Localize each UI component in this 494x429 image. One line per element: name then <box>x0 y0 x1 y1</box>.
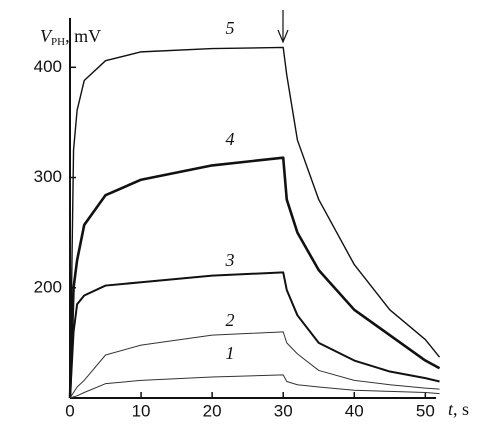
series-label: 5 <box>226 18 235 38</box>
x-axis-label: t, s <box>448 399 469 419</box>
y-label-var: V <box>40 26 53 46</box>
y-tick-label: 300 <box>34 167 62 186</box>
series-label: 2 <box>226 310 235 330</box>
x-tick-label: 30 <box>274 401 293 420</box>
series-label: 1 <box>226 343 235 363</box>
y-tick-label: 200 <box>34 277 62 296</box>
x-label-var: t <box>448 399 454 419</box>
x-label-unit: , s <box>453 399 469 419</box>
y-axis-label: VPH, mV <box>40 26 101 47</box>
arrow <box>277 10 289 44</box>
x-tick-label: 40 <box>345 401 364 420</box>
x-tick-label: 0 <box>65 401 74 420</box>
series-line <box>69 271 440 399</box>
y-tick-label: 400 <box>34 57 62 76</box>
series-line <box>69 331 440 399</box>
series-line <box>68 156 441 399</box>
series-label: 3 <box>225 250 235 270</box>
x-tick-label: 50 <box>416 401 435 420</box>
series-label: 4 <box>226 129 235 149</box>
x-tick-label: 20 <box>203 401 222 420</box>
x-tick-label: 10 <box>132 401 151 420</box>
series-line <box>69 374 440 399</box>
y-label-sub: PH <box>51 36 65 48</box>
y-label-unit: , mV <box>65 26 101 46</box>
series-line <box>69 46 441 399</box>
